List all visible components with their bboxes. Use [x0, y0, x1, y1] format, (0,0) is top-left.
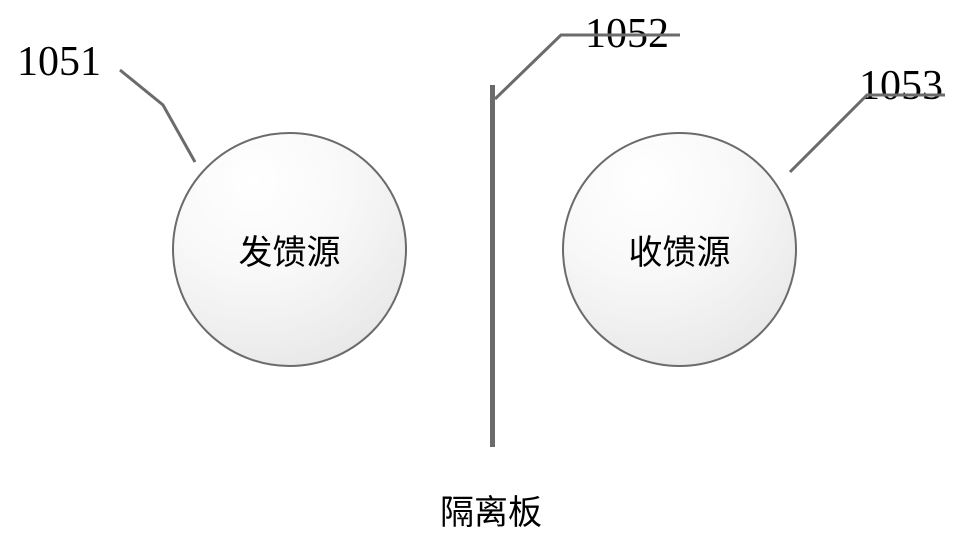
diagram-root: 发馈源 收馈源 1051 1052 1053 隔离板: [0, 0, 979, 552]
isolation-plate-label: 隔离板: [440, 485, 542, 534]
leader-line-1053: [0, 0, 979, 557]
